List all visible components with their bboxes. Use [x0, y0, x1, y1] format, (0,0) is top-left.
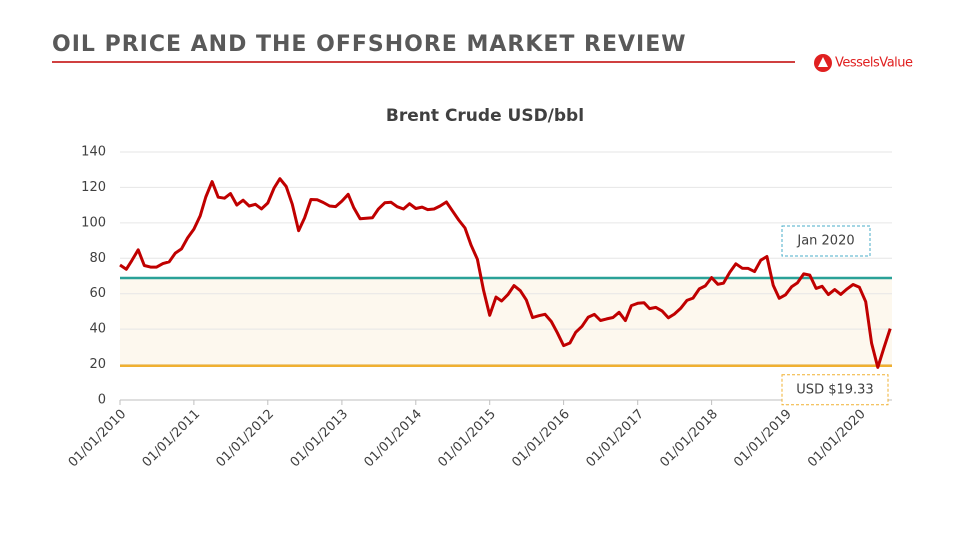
logo-icon-mark — [818, 57, 828, 67]
x-tick-label: 01/01/2014 — [362, 407, 426, 471]
x-tick-label: 01/01/2011 — [140, 407, 204, 471]
x-tick-label: 01/01/2016 — [509, 407, 573, 471]
price-line — [119, 177, 892, 369]
chart-title: Brent Crude USD/bbl — [386, 106, 584, 126]
slide-title: OIL PRICE AND THE OFFSHORE MARKET REVIEW — [52, 32, 687, 57]
y-tick-label: 140 — [81, 145, 106, 160]
x-tick-label: 01/01/2015 — [435, 407, 499, 471]
annotation-label: Jan 2020 — [796, 233, 854, 248]
x-tick-label: 01/01/2019 — [731, 407, 795, 471]
y-tick-label: 100 — [81, 215, 106, 230]
annotation-box — [781, 225, 871, 257]
x-tick-label: 01/01/2018 — [657, 407, 721, 471]
x-tick-label: 01/01/2017 — [583, 407, 647, 471]
y-tick-label: 40 — [89, 322, 106, 337]
annotation-box — [781, 374, 889, 406]
y-tick-label: 120 — [81, 180, 106, 195]
logo-text: VesselsValue — [835, 56, 913, 71]
x-tick-label: 01/01/2020 — [805, 407, 869, 471]
annotation-label: USD $19.33 — [796, 382, 873, 397]
reference-band — [120, 277, 892, 366]
y-tick-label: 60 — [89, 286, 106, 301]
x-tick-label: 01/01/2012 — [214, 407, 278, 471]
y-tick-label: 20 — [89, 357, 106, 372]
y-tick-label: 0 — [98, 393, 106, 408]
x-tick-label: 01/01/2013 — [288, 407, 352, 471]
x-tick-label: 01/01/2010 — [66, 407, 130, 471]
y-tick-label: 80 — [89, 251, 106, 266]
